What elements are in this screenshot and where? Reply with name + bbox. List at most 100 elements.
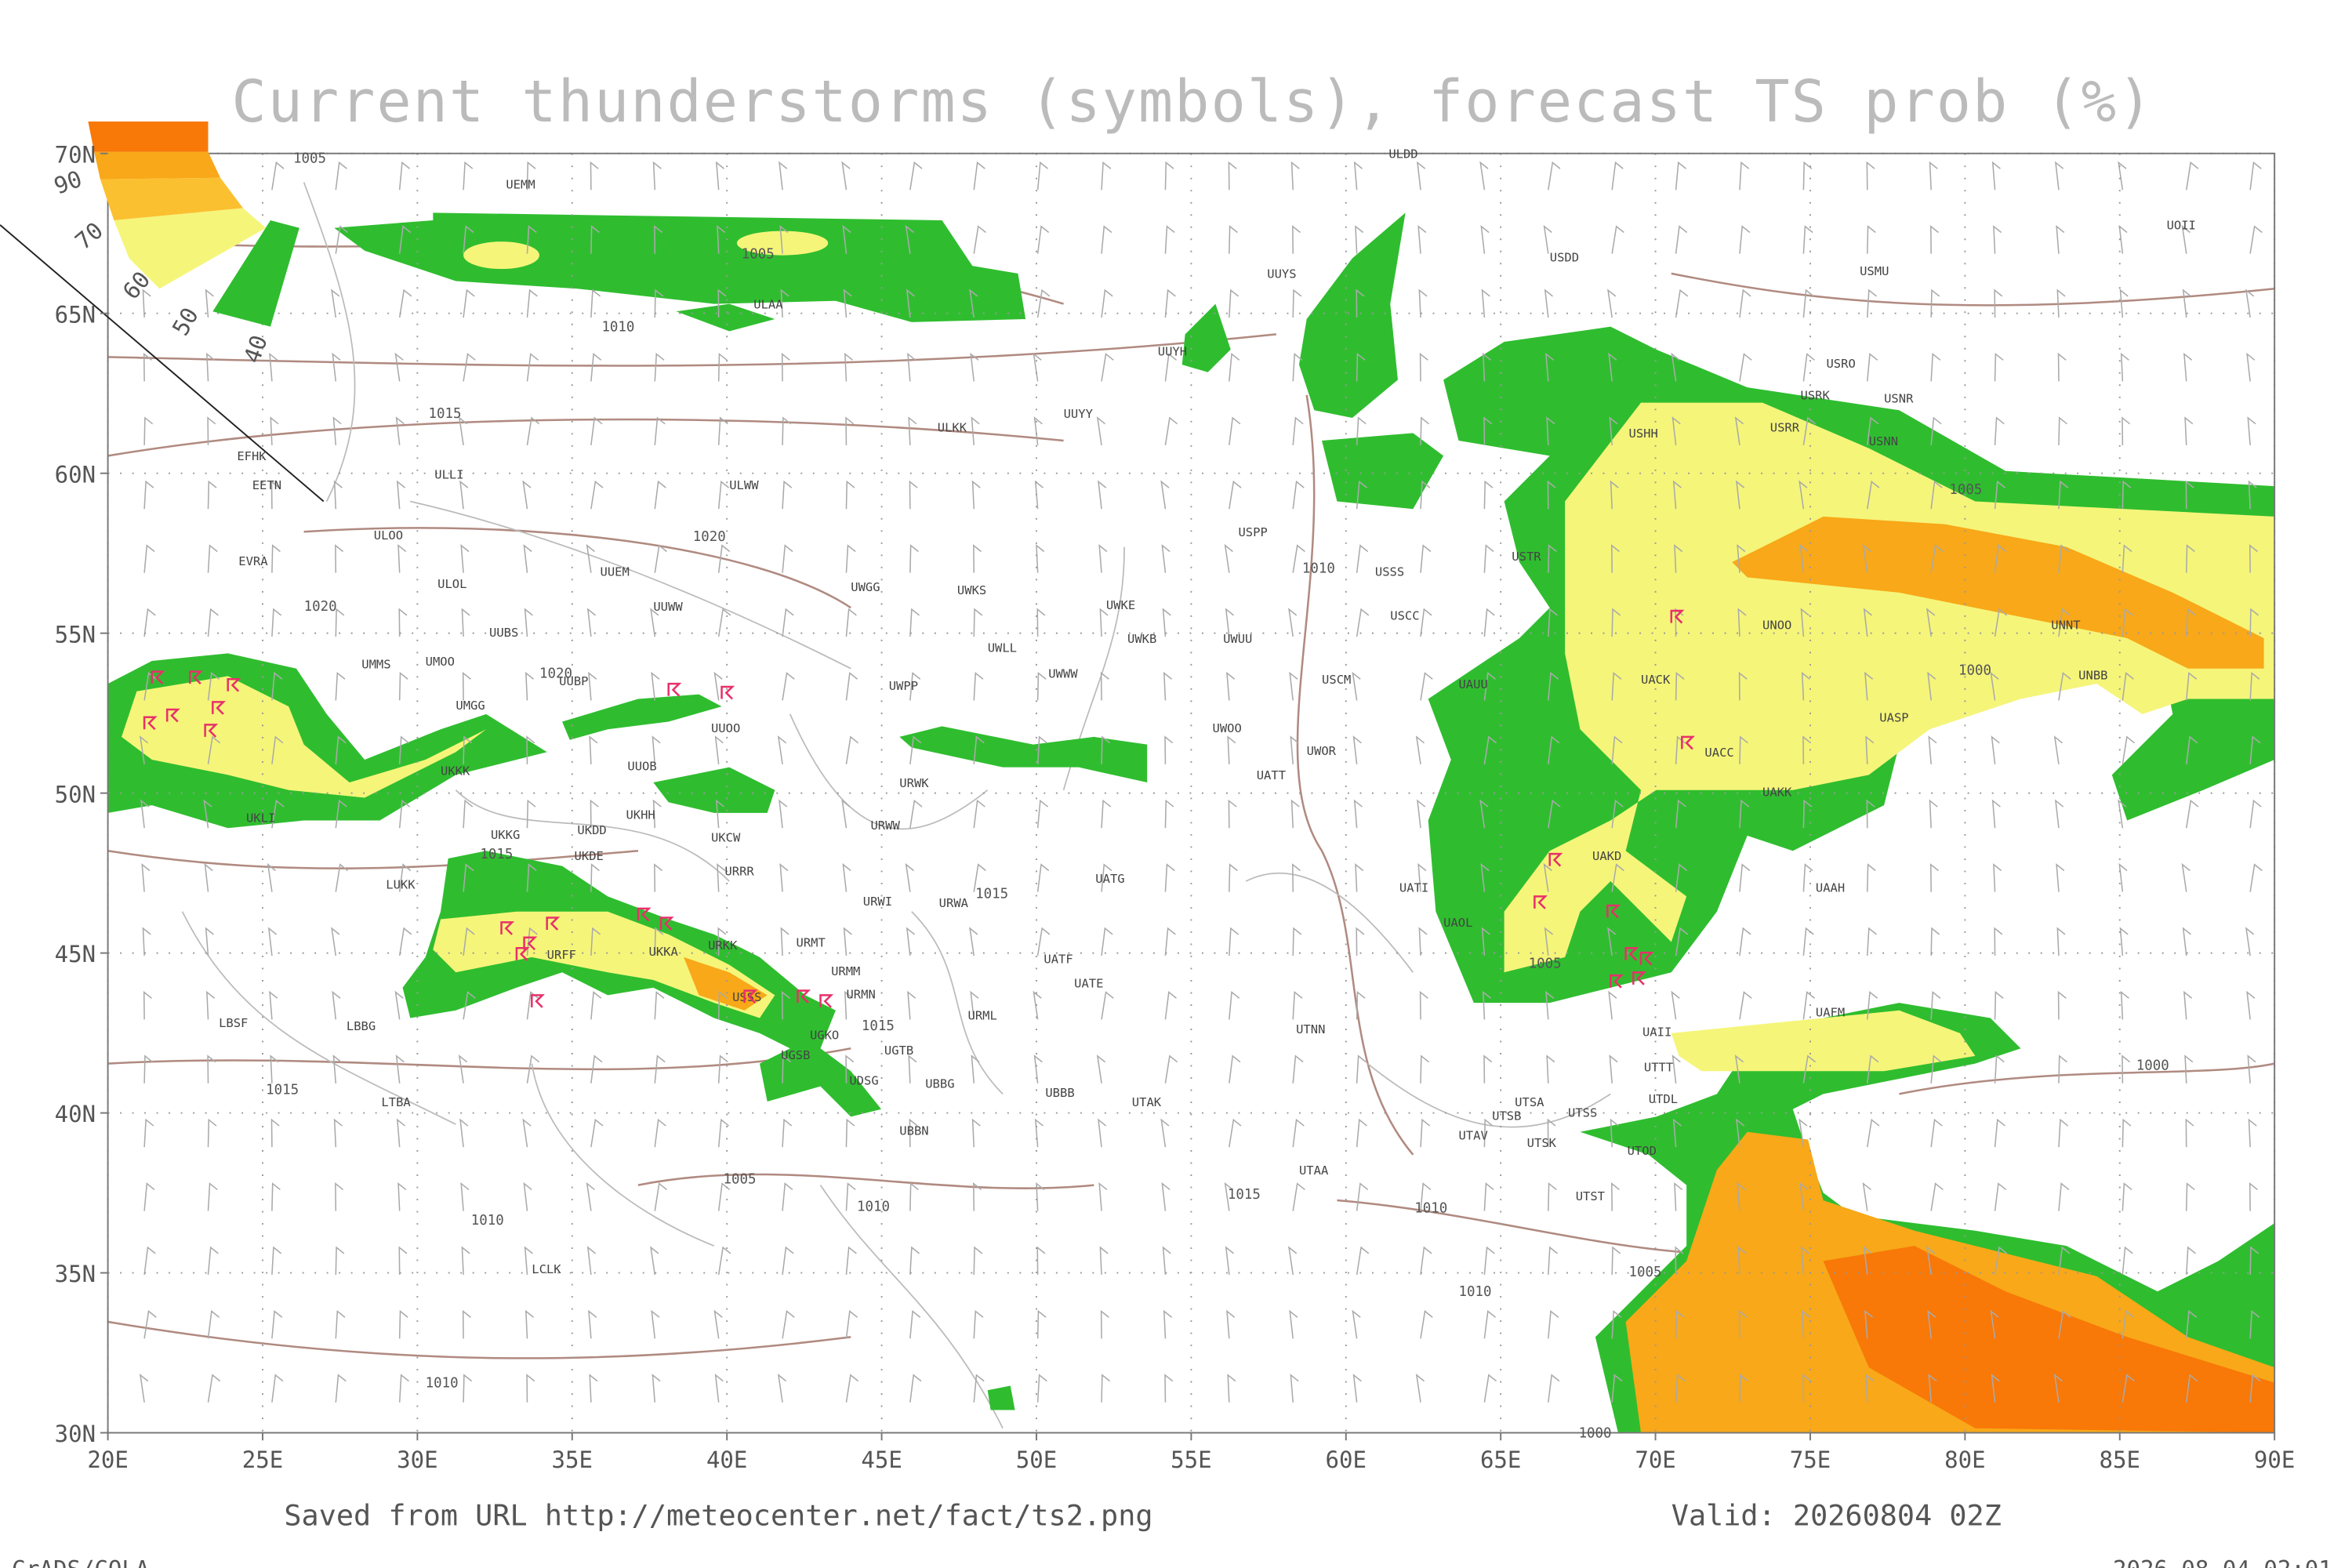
wind-barb	[1867, 1054, 1879, 1083]
footer-source: Saved from URL http://meteocenter.net/fa…	[284, 1499, 1152, 1533]
wind-barb	[2249, 225, 2263, 254]
wind-barb	[1292, 1054, 1304, 1083]
wind-barb	[1036, 1309, 1047, 1339]
x-tick-label: 45E	[861, 1446, 902, 1473]
wind-barb	[1096, 416, 1106, 445]
wind-barb	[1036, 161, 1049, 191]
wind-barb	[2053, 1374, 2063, 1403]
wind-barb	[1611, 1246, 1621, 1275]
wind-barb	[1420, 544, 1432, 573]
wind-barb	[2185, 1374, 2198, 1403]
wind-barb	[1675, 289, 1689, 318]
wind-barb	[1930, 416, 1942, 445]
wind-barb	[1483, 1182, 1494, 1211]
wind-barb	[1867, 480, 1880, 510]
wind-barb	[2181, 862, 2190, 892]
wind-barb	[845, 1246, 857, 1276]
wind-barb	[1101, 799, 1112, 829]
wind-barb	[1864, 1309, 1874, 1339]
prob-area	[684, 956, 768, 1011]
wind-barb	[1611, 544, 1620, 573]
wind-barb	[844, 990, 854, 1020]
wind-barb	[1548, 672, 1559, 701]
wind-barb	[459, 1118, 469, 1148]
wind-barb	[1994, 416, 2005, 445]
wind-barb	[1671, 990, 1680, 1020]
wind-barb	[1420, 608, 1432, 637]
wind-barb	[2249, 544, 2258, 573]
wind-barb	[1608, 352, 1617, 382]
wind-barb	[1548, 735, 1560, 764]
storm-symbol	[1632, 971, 1646, 985]
wind-barb	[1098, 544, 1108, 573]
isobar-label: 1015	[1228, 1187, 1261, 1203]
wind-barb	[1160, 480, 1170, 510]
wind-barb	[2184, 416, 2194, 445]
x-tick-label: 35E	[552, 1446, 593, 1473]
wind-barb	[845, 480, 855, 510]
wind-barb	[1736, 1118, 1745, 1148]
wind-barb	[909, 1309, 921, 1339]
isobar-label: 1015	[429, 406, 462, 422]
storm-symbol	[523, 936, 538, 951]
wind-barb	[1798, 1118, 1808, 1148]
wind-barb	[715, 799, 725, 829]
wind-barb	[463, 991, 476, 1020]
wind-barb	[782, 672, 795, 701]
wind-barb	[1228, 161, 1237, 191]
prob-area	[1504, 402, 2275, 973]
wind-barb	[1356, 1118, 1368, 1148]
wind-barb	[204, 862, 213, 892]
wind-barb	[970, 990, 979, 1020]
wind-barb	[1867, 1118, 1880, 1148]
wind-barb	[1292, 416, 1304, 445]
wind-barb	[270, 1118, 280, 1148]
wind-barb	[1867, 289, 1877, 318]
wind-barb	[1098, 480, 1107, 510]
wind-barb	[398, 735, 409, 764]
wind-barb	[269, 990, 278, 1020]
wind-barb	[1671, 416, 1681, 445]
wind-barb	[1481, 927, 1490, 956]
isobar-label: 1015	[975, 886, 1008, 902]
x-tick-label: 40E	[706, 1446, 747, 1473]
wind-barb	[1607, 289, 1617, 318]
wind-barb	[1675, 1374, 1686, 1403]
wind-barb	[522, 480, 532, 510]
wind-barb	[1930, 927, 1940, 956]
wind-barb	[1292, 927, 1302, 956]
wind-barb	[1674, 1182, 1683, 1211]
wind-barb	[1802, 1054, 1817, 1083]
wind-barb	[2245, 289, 2255, 318]
wind-barb	[207, 608, 219, 637]
wind-barb	[1865, 1374, 1875, 1403]
wind-barb	[1991, 735, 2000, 764]
station-label: USSS	[732, 990, 761, 1004]
station-label: UTAV	[1458, 1128, 1487, 1142]
wind-barb	[2185, 608, 2196, 637]
wind-barb	[1483, 1246, 1495, 1276]
station-label: URWK	[899, 776, 929, 790]
wind-barb	[1865, 735, 1875, 764]
wind-barb	[1928, 735, 1937, 764]
wind-barb	[717, 352, 728, 382]
wind-barb	[2122, 1310, 2134, 1339]
storm-symbol	[500, 921, 515, 935]
wind-barb	[1225, 608, 1235, 637]
wind-barb	[1292, 225, 1301, 254]
wind-barb	[458, 1054, 468, 1083]
wind-barb	[271, 1182, 281, 1211]
wind-barb	[1229, 1054, 1241, 1083]
y-tick-label: 30N	[55, 1421, 96, 1447]
wind-barb	[1611, 799, 1624, 829]
station-label: UTAA	[1299, 1163, 1329, 1178]
storm-symbol	[743, 989, 758, 1004]
wind-barb	[1161, 543, 1171, 573]
wind-barb	[2185, 672, 2198, 701]
wind-barb	[2183, 352, 2193, 382]
wind-barb	[2058, 416, 2067, 445]
wind-barb	[2249, 161, 2262, 191]
wind-barb	[1929, 799, 1938, 829]
wind-barb	[1479, 161, 1489, 191]
wind-barb	[1099, 1246, 1109, 1276]
